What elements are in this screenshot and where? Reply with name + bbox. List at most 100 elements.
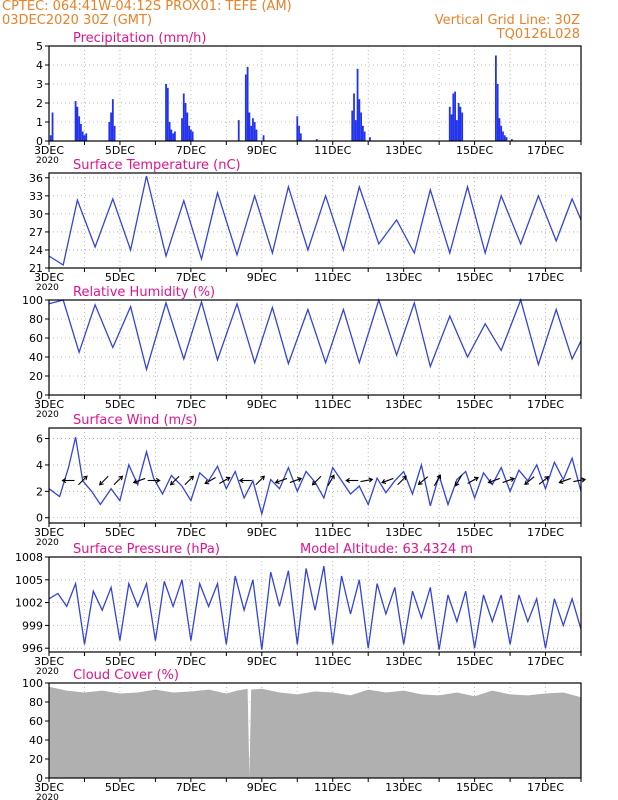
- wind-arrow: [327, 475, 335, 486]
- precip-bar: [181, 118, 183, 141]
- x-tick-label: 15DEC: [456, 271, 493, 284]
- x-tick-label: 7DEC: [176, 526, 206, 539]
- wind-arrow-head: [368, 477, 374, 483]
- panel-title: Precipitation (mm/h): [73, 31, 206, 46]
- wind-arrow-head: [487, 479, 493, 484]
- y-tick-label: 1008: [15, 551, 43, 564]
- wind-arrow-head: [417, 480, 423, 486]
- y-tick-label: 40: [29, 734, 43, 747]
- year-label: 2020: [36, 538, 59, 548]
- y-tick-label: 60: [29, 715, 43, 728]
- precip-bar: [500, 125, 503, 141]
- x-tick-label: 3DEC: [34, 398, 64, 411]
- precip-bar: [452, 93, 455, 141]
- wind-arrow: [397, 475, 407, 486]
- precip-bar: [189, 129, 192, 141]
- wind-series-line: [48, 437, 582, 517]
- panel-frame: [48, 427, 582, 524]
- wind-arrow-head: [581, 477, 587, 483]
- wind-arrow-head: [61, 477, 67, 484]
- y-tick-label: 5: [36, 40, 43, 53]
- x-tick-label: 5DEC: [105, 781, 135, 794]
- precip-bar: [110, 112, 112, 141]
- x-tick-label: 11DEC: [314, 144, 351, 157]
- precip-bar: [74, 101, 77, 141]
- precip-bar: [356, 68, 359, 141]
- wind-arrow-head: [189, 475, 195, 481]
- pressure-series-line: [48, 565, 582, 650]
- vertical-grid-note: Vertical Grid Line: 30Z: [434, 13, 580, 28]
- x-tick-label: 9DEC: [247, 781, 277, 794]
- precip-bar: [296, 116, 299, 141]
- panel-title: Cloud Cover (%): [73, 668, 179, 683]
- precip-bar: [494, 55, 497, 141]
- precip-bar: [237, 120, 240, 141]
- precip-bar: [85, 133, 88, 141]
- precip-bar: [360, 112, 363, 141]
- x-tick-label: 3DEC: [34, 144, 64, 157]
- y-tick-label: 0: [36, 772, 43, 785]
- year-label: 2020: [36, 410, 59, 420]
- x-tick-label: 17DEC: [527, 144, 564, 157]
- precip-bar: [78, 116, 81, 141]
- x-tick-label: 13DEC: [385, 144, 422, 157]
- wind-arrow: [360, 478, 373, 483]
- precip-bar: [448, 106, 451, 141]
- wind-arrow: [170, 475, 180, 486]
- y-tick-label: 3: [36, 78, 43, 91]
- precip-bar: [510, 139, 513, 141]
- precip-bar: [315, 139, 318, 141]
- wind-arrow: [275, 477, 288, 484]
- x-tick-label: 9DEC: [247, 526, 277, 539]
- x-tick-label: 7DEC: [176, 144, 206, 157]
- wind-arrow: [133, 477, 146, 484]
- y-tick-label: 60: [29, 332, 43, 345]
- panel-frame: [48, 556, 582, 653]
- y-tick-label: 80: [29, 696, 43, 709]
- wind-arrow-head: [132, 479, 138, 484]
- wind-arrow: [204, 477, 216, 484]
- panel-frame: [48, 172, 582, 269]
- wind-arrow-head: [297, 477, 303, 482]
- x-tick-label: 13DEC: [385, 781, 422, 794]
- precip-bar: [113, 125, 116, 141]
- wind-arrow: [559, 477, 571, 484]
- wind-arrow: [488, 477, 500, 484]
- wind-arrow-head: [524, 480, 530, 486]
- wind-arrow-head: [558, 479, 564, 484]
- y-tick-label: 27: [29, 226, 43, 239]
- precip-bar: [76, 106, 79, 141]
- panel-title: Relative Humidity (%): [73, 285, 215, 300]
- x-tick-label: 9DEC: [247, 655, 277, 668]
- year-label: 2020: [36, 667, 59, 677]
- wind-arrow-head: [474, 476, 479, 482]
- precip-bar: [454, 91, 456, 141]
- y-tick-label: 100: [22, 294, 43, 307]
- x-tick-label: 9DEC: [247, 144, 277, 157]
- x-tick-label: 13DEC: [385, 655, 422, 668]
- y-tick-label: 0: [36, 135, 43, 148]
- wind-arrow: [381, 477, 394, 484]
- precip-bar: [188, 125, 190, 141]
- x-tick-label: 17DEC: [527, 526, 564, 539]
- x-tick-label: 3DEC: [34, 655, 64, 668]
- x-tick-label: 9DEC: [247, 398, 277, 411]
- precip-bar: [253, 122, 256, 141]
- y-tick-label: 1002: [15, 597, 43, 610]
- wind-arrow: [99, 475, 109, 486]
- wind-arrow: [184, 475, 194, 486]
- panel-frame: [48, 45, 582, 142]
- wind-arrow: [255, 475, 265, 486]
- x-tick-label: 5DEC: [105, 271, 135, 284]
- panel-frame: [48, 299, 582, 396]
- panel-title: Surface Pressure (hPa): [73, 542, 220, 557]
- x-tick-label: 13DEC: [385, 271, 422, 284]
- x-tick-label: 3DEC: [34, 526, 64, 539]
- precip-bar: [184, 103, 187, 141]
- wind-arrow: [418, 476, 429, 485]
- x-tick-label: 13DEC: [385, 398, 422, 411]
- wind-arrow-head: [381, 479, 387, 484]
- y-tick-label: 20: [29, 753, 43, 766]
- x-tick-label: 17DEC: [527, 271, 564, 284]
- y-tick-label: 20: [29, 370, 43, 383]
